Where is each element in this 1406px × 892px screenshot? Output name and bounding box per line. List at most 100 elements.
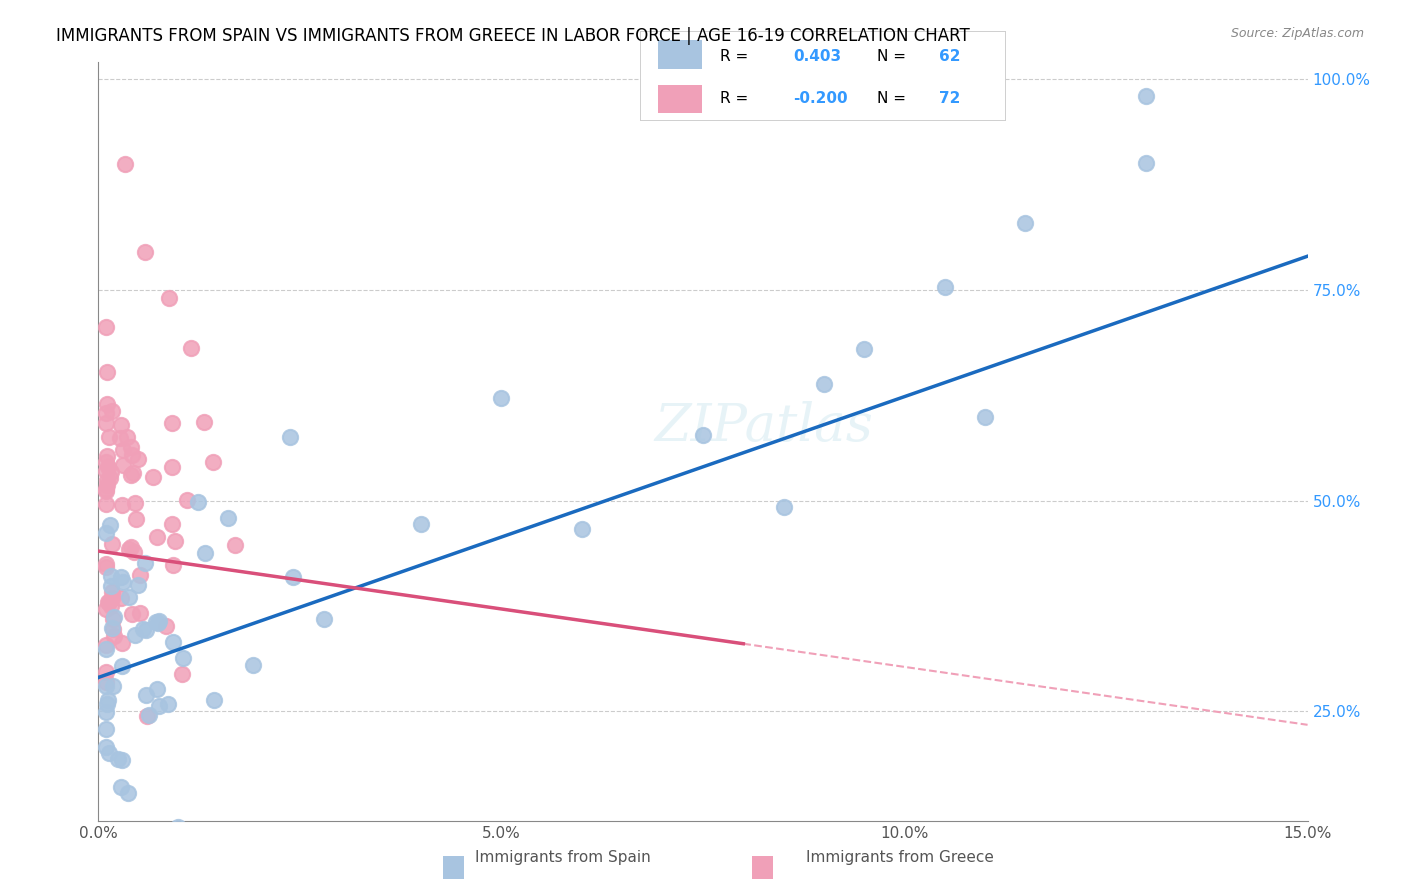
- Point: [491, 392, 513, 406]
- Text: Immigrants from Greece: Immigrants from Greece: [806, 850, 994, 865]
- Point: [813, 377, 835, 392]
- Point: [111, 458, 134, 472]
- Point: [111, 574, 134, 589]
- Point: [118, 590, 141, 604]
- Point: [166, 820, 188, 834]
- Point: [100, 591, 122, 606]
- Point: [138, 708, 160, 723]
- Text: Immigrants from Spain: Immigrants from Spain: [475, 850, 650, 865]
- Point: [96, 679, 118, 693]
- Point: [193, 415, 215, 429]
- Text: N =: N =: [877, 91, 911, 105]
- Point: [148, 698, 170, 713]
- Point: [692, 427, 714, 442]
- Point: [170, 667, 193, 681]
- Point: [98, 429, 121, 443]
- Point: [118, 541, 141, 556]
- Point: [96, 397, 118, 411]
- Point: [98, 747, 121, 761]
- Point: [305, 830, 328, 845]
- Point: [100, 621, 122, 635]
- Point: [96, 320, 118, 334]
- Point: [202, 455, 225, 469]
- Point: [96, 557, 118, 571]
- Point: [103, 629, 125, 643]
- Point: [98, 471, 121, 485]
- Point: [974, 409, 997, 424]
- Point: [100, 517, 122, 532]
- Point: [96, 559, 118, 574]
- Point: [101, 612, 124, 626]
- Point: [96, 675, 118, 690]
- Point: [103, 609, 125, 624]
- Point: [125, 512, 148, 526]
- Point: [101, 403, 124, 417]
- Point: [934, 280, 956, 294]
- Text: Source: ZipAtlas.com: Source: ZipAtlas.com: [1230, 27, 1364, 40]
- Point: [96, 638, 118, 652]
- Point: [96, 483, 118, 497]
- Point: [117, 786, 139, 800]
- Point: [1135, 89, 1157, 103]
- Text: R =: R =: [720, 49, 754, 63]
- Text: 0.403: 0.403: [793, 49, 841, 63]
- Point: [146, 616, 169, 631]
- Point: [96, 496, 118, 510]
- Point: [111, 636, 134, 650]
- Point: [1014, 217, 1036, 231]
- Text: ZIPatlas: ZIPatlas: [654, 401, 873, 452]
- Point: [108, 431, 131, 445]
- Point: [96, 365, 118, 379]
- Point: [96, 477, 118, 491]
- Point: [142, 469, 165, 483]
- Point: [122, 466, 145, 480]
- Point: [103, 622, 125, 636]
- Point: [127, 578, 149, 592]
- Point: [135, 624, 157, 638]
- Point: [134, 245, 156, 260]
- Point: [242, 658, 264, 673]
- Point: [136, 709, 159, 723]
- Point: [121, 448, 143, 462]
- Point: [148, 614, 170, 628]
- Point: [120, 540, 142, 554]
- Text: R =: R =: [720, 91, 754, 105]
- Text: IMMIGRANTS FROM SPAIN VS IMMIGRANTS FROM GREECE IN LABOR FORCE | AGE 16-19 CORRE: IMMIGRANTS FROM SPAIN VS IMMIGRANTS FROM…: [56, 27, 970, 45]
- Text: 62: 62: [939, 49, 960, 63]
- Point: [96, 722, 118, 736]
- Point: [157, 291, 180, 305]
- Point: [278, 430, 301, 444]
- Point: [162, 558, 184, 572]
- Point: [1135, 156, 1157, 170]
- Point: [187, 495, 209, 509]
- Point: [107, 751, 129, 765]
- Point: [217, 511, 239, 525]
- Text: N =: N =: [877, 49, 911, 63]
- Text: -0.200: -0.200: [793, 91, 848, 105]
- Point: [115, 430, 138, 444]
- Point: [101, 679, 124, 693]
- Point: [281, 570, 304, 584]
- Point: [120, 468, 142, 483]
- Point: [96, 405, 118, 419]
- Point: [110, 570, 132, 584]
- Point: [100, 585, 122, 599]
- Point: [194, 546, 217, 560]
- Point: [134, 556, 156, 570]
- FancyBboxPatch shape: [658, 85, 702, 113]
- Point: [97, 693, 120, 707]
- Point: [96, 740, 118, 755]
- Point: [146, 681, 169, 696]
- Point: [157, 697, 180, 711]
- Point: [96, 449, 118, 463]
- Point: [772, 500, 794, 514]
- Point: [96, 464, 118, 478]
- Point: [97, 595, 120, 609]
- Point: [176, 492, 198, 507]
- Point: [124, 496, 146, 510]
- Point: [96, 706, 118, 720]
- FancyBboxPatch shape: [658, 40, 702, 69]
- Point: [180, 341, 202, 355]
- Point: [124, 628, 146, 642]
- Point: [97, 595, 120, 609]
